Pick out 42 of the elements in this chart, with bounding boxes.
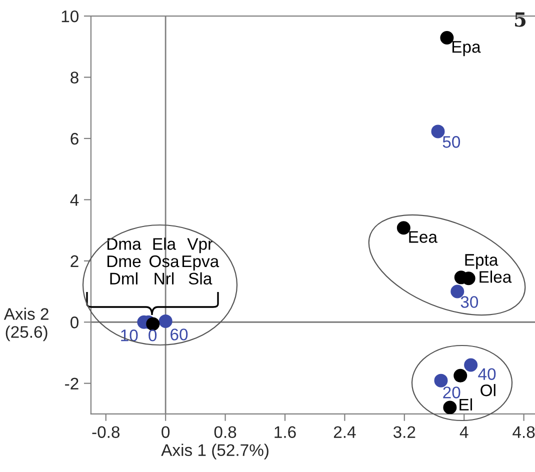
point (454, 368, 468, 382)
x-tick-label: 1.6 (274, 426, 296, 438)
annotation: 10 (121, 330, 138, 342)
point (158, 314, 172, 328)
y-tick-label: 6 (70, 132, 78, 145)
point (464, 358, 478, 372)
annotation: 5 (515, 12, 526, 27)
x-tick-label: 0 (162, 426, 170, 438)
annotation: Epta (465, 254, 498, 270)
y-tick-label: 0 (70, 316, 78, 328)
annotation: Elea (480, 270, 512, 283)
annotation: 50 (442, 136, 460, 148)
y-tick-label: -2 (65, 378, 78, 390)
annotation: Epa (452, 41, 481, 56)
point (443, 400, 457, 414)
x-tick-label: 4.8 (512, 426, 535, 438)
annotation: 20 (443, 386, 460, 398)
annotation: Ol (480, 384, 496, 396)
point (440, 31, 454, 45)
y-tick-label: 4 (70, 194, 79, 206)
x-axis-title: Axis 1 (52.7%) (161, 444, 268, 460)
point (146, 317, 160, 331)
annotation: 40 (478, 368, 496, 380)
y-axis-title: Axis 2 (25.6) (4, 308, 48, 342)
y-tick-label: 8 (70, 72, 78, 84)
y-tick-label: 2 (70, 255, 78, 267)
x-tick-label: 2.4 (334, 426, 356, 438)
x-tick-label: 4 (460, 426, 468, 438)
x-tick-label: 0.8 (214, 426, 236, 438)
annotation: Vpr Epva Sla (182, 238, 220, 285)
annotation: Ela Osa Nrl (150, 238, 180, 284)
x-tick-label: -0.8 (92, 426, 120, 438)
annotation: Dma Dme Dml (108, 238, 142, 284)
annotation: El (460, 398, 472, 410)
annotation: 0 (148, 330, 157, 342)
y-tick-label: 10 (62, 10, 78, 22)
annotation: Eea (409, 231, 438, 243)
point (434, 374, 448, 388)
point (396, 221, 410, 235)
annotation: 30 (460, 296, 478, 308)
x-tick-label: 3.2 (393, 426, 416, 438)
annotation: 60 (170, 328, 188, 340)
